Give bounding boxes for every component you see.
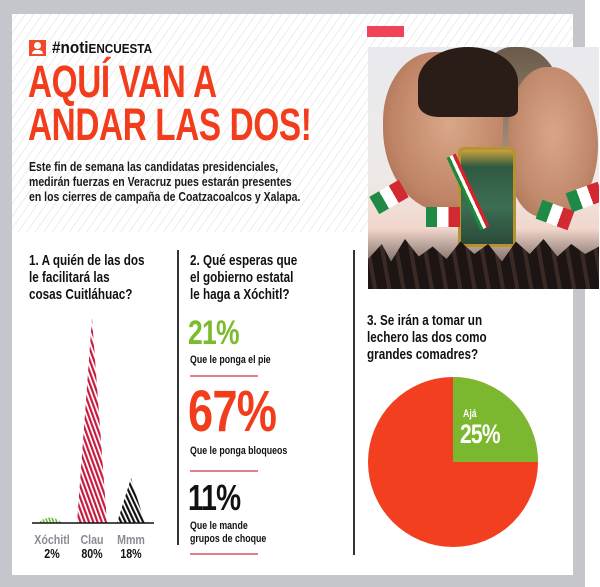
bar-label-xochitl: Xóchitl [34, 532, 70, 547]
column-divider-1 [177, 250, 179, 545]
intro-line-2: medirán fuerzas en Veracruz pues estarán… [29, 175, 292, 189]
stat-label-choque: Que le mande grupos de choque [190, 520, 266, 546]
intro-line-1: Este fin de semana las candidatas presid… [29, 160, 279, 174]
accent-bar [367, 26, 404, 37]
q1-line-3: cosas Cuitláhuac? [29, 286, 133, 303]
brand-text: #notiENCUESTA [52, 38, 152, 58]
stat-rule [190, 375, 258, 377]
q1-line-2: le facilitará las [29, 269, 110, 286]
stat-label-bloqueos: Que le ponga bloqueos [190, 445, 288, 457]
q2-line-1: 2. Qué esperas que [190, 252, 298, 269]
pie-label-aja: Ajá [463, 408, 477, 420]
photo-hair-left [418, 47, 518, 117]
pie-value-aja: 25% [460, 419, 501, 449]
headline: AQUÍ VAN A ANDAR LAS DOS! [28, 56, 312, 150]
bar-label-clau: Clau [80, 532, 104, 547]
question-3-title: 3. Se irán a tomar un lechero las dos co… [367, 312, 487, 363]
stat-11-percent: 11% [188, 477, 241, 518]
candidates-photo [368, 47, 599, 289]
stat-label-pie: Que le ponga el pie [190, 354, 271, 366]
question-3-pie-chart [368, 377, 538, 547]
bar-value-mmm: 18% [120, 546, 142, 561]
stat-rule [190, 470, 258, 472]
stat-label-choque-line-1: Que le mande [190, 520, 248, 532]
bar-value-xochitl: 2% [44, 546, 60, 561]
user-icon [29, 40, 46, 56]
q3-line-1: 3. Se irán a tomar un [367, 312, 483, 329]
hashtag-prefix: #noti [52, 38, 89, 57]
bar-clau [77, 318, 107, 523]
hashtag-suffix: ENCUESTA [88, 41, 153, 56]
column-divider-2 [353, 250, 355, 555]
stat-67-percent: 67% [188, 379, 277, 444]
q3-line-3: grandes comadres? [367, 346, 479, 363]
q3-line-2: lechero las dos como [367, 329, 487, 346]
q1-line-1: 1. A quién de las dos [29, 252, 145, 269]
bar-value-clau: 80% [81, 546, 103, 561]
bar-xochitl [38, 517, 62, 523]
mexico-flag-icon [426, 207, 460, 227]
stat-21-percent: 21% [188, 314, 240, 352]
question-1-title: 1. A quién de las dos le facilitará las … [29, 252, 145, 303]
headline-line-1: AQUÍ VAN A [28, 56, 217, 107]
intro-text: Este fin de semana las candidatas presid… [29, 160, 300, 205]
headline-line-2: ANDAR LAS DOS! [28, 99, 312, 150]
stat-label-choque-line-2: grupos de choque [190, 533, 267, 545]
q2-line-3: le haga a Xóchitl? [190, 286, 290, 303]
bar-label-mmm: Mmm [117, 532, 145, 547]
intro-line-3: en los cierres de campaña de Coatzacoalc… [29, 190, 301, 204]
brand-hashtag: #notiENCUESTA [29, 38, 163, 58]
bar-mmm [117, 478, 145, 523]
q2-line-2: el gobierno estatal [190, 269, 294, 286]
pie-slice-aja [453, 377, 538, 462]
question-1-spike-chart [32, 318, 154, 524]
stat-rule [190, 553, 258, 555]
question-2-title: 2. Qué esperas que el gobierno estatal l… [190, 252, 297, 303]
